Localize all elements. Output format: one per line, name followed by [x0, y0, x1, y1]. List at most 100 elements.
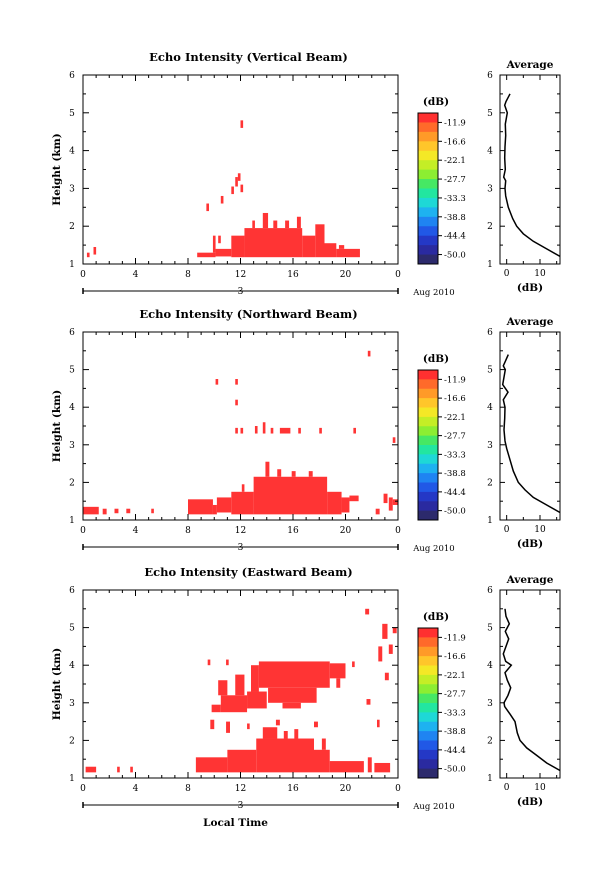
x-tick-label: 20	[340, 784, 352, 794]
date-label: 3	[238, 543, 244, 553]
echo-cell	[220, 195, 224, 204]
echo-cell	[218, 235, 221, 244]
echo-cell	[383, 493, 388, 504]
chart-title: Echo Intensity (Northward Beam)	[139, 307, 357, 321]
x-tick-label: 16	[287, 270, 299, 280]
echo-cell	[220, 695, 248, 713]
colorbar-swatch	[418, 407, 438, 418]
profile-y-tick-label: 2	[487, 736, 493, 746]
y-axis-label: Height (km)	[51, 390, 63, 462]
y-tick-label: 3	[69, 699, 75, 709]
y-tick-label: 1	[69, 516, 75, 526]
profile-title: Average	[506, 574, 554, 586]
colorbar-swatch	[418, 712, 438, 723]
echo-cell	[388, 497, 393, 511]
profile-y-tick-label: 5	[487, 109, 493, 119]
profile-x-label: (dB)	[517, 796, 543, 808]
colorbar-unit: (dB)	[423, 611, 449, 623]
colorbar-swatch	[418, 731, 438, 741]
colorbar-tick-label: -33.3	[444, 194, 466, 204]
profile-y-tick-label: 6	[487, 71, 493, 81]
echo-cell	[114, 508, 119, 514]
echo-cell	[279, 427, 291, 434]
echo-cell	[319, 427, 322, 434]
echo-cell	[212, 504, 217, 515]
colorbar-swatch	[418, 160, 438, 171]
colorbar-swatch	[418, 740, 438, 751]
echo-cell	[117, 766, 120, 773]
colorbar-swatch	[418, 254, 438, 265]
colorbar-tick-label: -11.9	[444, 375, 466, 385]
echo-cell	[240, 427, 244, 434]
echo-cell	[235, 674, 245, 696]
profile-y-tick-label: 1	[487, 516, 493, 526]
colorbar-tick-label: -33.3	[444, 708, 466, 718]
colorbar-tick-label: -11.9	[444, 118, 466, 128]
colorbar-swatch	[418, 501, 438, 512]
colorbar-swatch	[418, 510, 438, 521]
month-label: Aug 2010	[412, 802, 454, 812]
y-tick-label: 6	[69, 71, 75, 81]
y-tick-label: 4	[69, 403, 75, 413]
profile-y-tick-label: 6	[487, 328, 493, 338]
echo-cell	[258, 661, 330, 688]
echo-cell	[341, 497, 350, 513]
colorbar-tick-label: -16.6	[444, 652, 466, 662]
echo-cell	[207, 659, 211, 666]
echo-cell	[210, 719, 215, 730]
profile-line	[502, 93, 561, 258]
echo-cells	[83, 350, 398, 515]
colorbar-swatch	[418, 473, 438, 483]
echo-cells	[86, 120, 360, 258]
profile-x-tick-label: 0	[504, 525, 510, 535]
echo-cell	[388, 644, 393, 654]
month-label: Aug 2010	[412, 288, 454, 298]
echo-cell	[268, 687, 317, 703]
y-tick-label: 6	[69, 328, 75, 338]
echo-cell	[321, 738, 326, 750]
echo-cell	[227, 749, 257, 773]
colorbar-swatch	[418, 491, 438, 502]
echo-cell	[367, 757, 372, 773]
colorbar-swatch	[418, 454, 438, 465]
colorbar-swatch	[418, 169, 438, 180]
echo-cell	[86, 252, 90, 258]
profile-frame	[499, 331, 561, 521]
echo-cell	[215, 248, 232, 257]
echo-cell	[244, 228, 303, 258]
echo-cell	[211, 704, 221, 713]
echo-cell	[216, 497, 232, 513]
echo-cell	[365, 608, 370, 615]
echo-cell	[235, 427, 238, 434]
x-axis-label: Local Time	[203, 817, 268, 829]
echo-cell	[262, 212, 269, 229]
echo-cell	[352, 661, 355, 668]
echo-cell	[277, 469, 282, 477]
profile-x-tick-label: 10	[534, 269, 546, 279]
echo-cell	[235, 177, 238, 187]
echo-cell	[366, 699, 371, 705]
x-tick-label: 8	[185, 526, 191, 536]
echo-cell	[302, 235, 316, 258]
x-tick-label: 12	[235, 784, 246, 794]
y-axis-label: Height (km)	[51, 133, 63, 205]
echo-cell	[241, 484, 245, 492]
profile-y-tick-label: 2	[487, 478, 493, 488]
echo-cell	[327, 491, 342, 515]
x-tick-label: 0	[80, 270, 86, 280]
echo-cell	[314, 749, 330, 773]
colorbar-swatch	[418, 684, 438, 695]
y-tick-label: 5	[69, 109, 75, 119]
colorbar-tick-label: -16.6	[444, 137, 466, 147]
colorbar-swatch	[418, 379, 438, 390]
colorbar-swatch	[418, 637, 438, 648]
x-tick-label: 0	[395, 784, 401, 794]
echo-cell	[375, 508, 380, 515]
colorbar-swatch	[418, 207, 438, 218]
echo-cell	[392, 627, 397, 634]
colorbar-swatch	[418, 703, 438, 713]
echo-cell	[253, 476, 328, 515]
echo-cell	[315, 224, 325, 258]
colorbar-frame	[417, 369, 439, 521]
